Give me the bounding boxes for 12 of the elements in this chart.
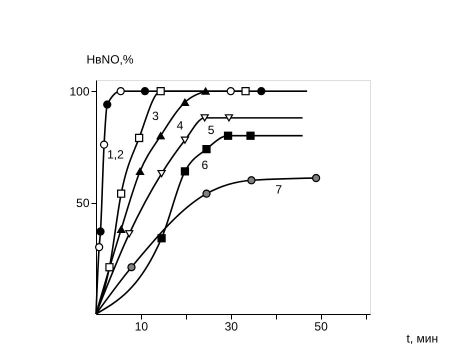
x-axis-title: t, мин xyxy=(406,332,438,344)
series-label: 6 xyxy=(202,158,208,172)
series-label: 7 xyxy=(275,182,282,196)
series-label: 5 xyxy=(208,122,215,137)
series-label: 3 xyxy=(152,108,160,123)
x-tick-label: 10 xyxy=(134,320,148,334)
y-axis-title: НвNO,% xyxy=(86,52,134,66)
series-label: 4 xyxy=(176,118,184,133)
x-tick-label: 30 xyxy=(224,320,238,334)
series-label: 1,2 xyxy=(107,148,124,162)
y-tick-label: 100 xyxy=(69,84,90,99)
x-tick-label: 50 xyxy=(314,320,328,334)
